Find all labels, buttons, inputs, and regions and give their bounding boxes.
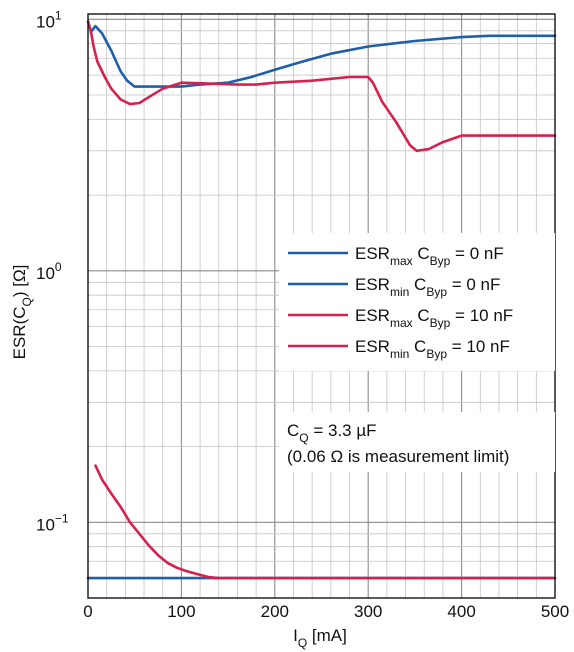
series-line-1 xyxy=(89,24,557,88)
legend-label-4: ESRmin CByp = 10 nF xyxy=(355,337,510,361)
legend-background xyxy=(279,233,555,371)
annotation: CQ = 3.3 µF (0.06 Ω is measurement limit… xyxy=(279,412,555,472)
y-tick-label: 101 xyxy=(36,8,62,31)
legend-label-1: ESRmax CByp = 0 nF xyxy=(355,244,504,268)
y-tick-labels: 101 100 10−1 xyxy=(36,8,69,534)
annotation-background xyxy=(279,412,555,472)
y-tick-label: 10−1 xyxy=(36,511,69,534)
legend: ESRmax CByp = 0 nF ESRmin CByp = 0 nF ESRm… xyxy=(279,233,555,371)
x-tick-label: 500 xyxy=(541,602,569,621)
x-axis-title: IQ [mA] xyxy=(293,626,347,650)
x-tick-label: 400 xyxy=(447,602,475,621)
x-tick-label: 200 xyxy=(261,602,289,621)
x-tick-label: 300 xyxy=(354,602,382,621)
annotation-line-1: CQ = 3.3 µF xyxy=(287,421,377,445)
x-tick-label: 0 xyxy=(83,602,92,621)
series-line-3 xyxy=(86,20,557,153)
x-tick-label: 100 xyxy=(167,602,195,621)
series-layer xyxy=(86,20,557,580)
series-line-4 xyxy=(94,464,557,580)
legend-label-2: ESRmin CByp = 0 nF xyxy=(355,275,500,299)
annotation-line-2: (0.06 Ω is measurement limit) xyxy=(287,447,509,466)
y-tick-label: 100 xyxy=(36,260,62,283)
legend-label-3: ESRmax CByp = 10 nF xyxy=(355,306,513,330)
y-axis-title: ESR(CQ) [Ω] xyxy=(10,265,34,360)
x-tick-labels: 0 100 200 300 400 500 xyxy=(83,602,569,621)
